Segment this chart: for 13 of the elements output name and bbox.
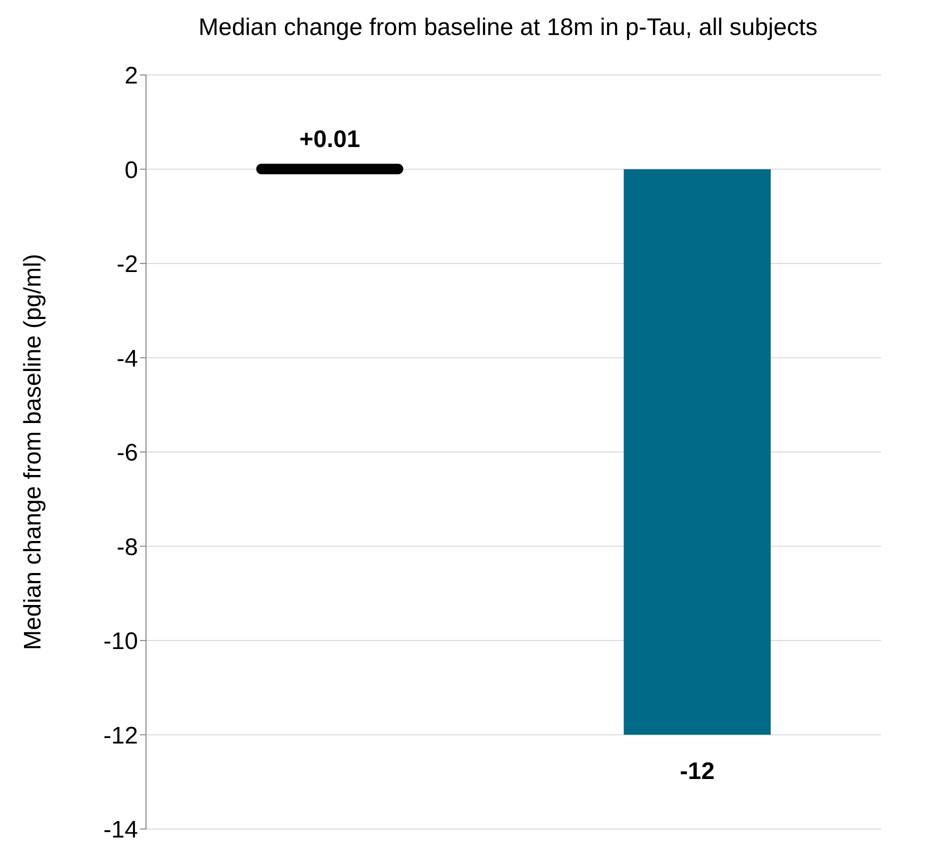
y-tick-label: -8 [116, 534, 138, 561]
y-tick-label: -2 [116, 251, 138, 278]
data-label: +0.01 [299, 126, 360, 153]
y-axis-title: Median change from baseline (pg/ml) [20, 254, 47, 650]
y-tick-label: 2 [124, 62, 138, 90]
y-tick-label: -6 [116, 440, 138, 467]
y-tick-label: 0 [124, 156, 138, 184]
y-tick-label: -12 [103, 722, 138, 750]
data-label: -12 [680, 758, 715, 785]
y-tick-label: -14 [103, 816, 138, 844]
chart-title: Median change from baseline at 18m in p-Tau, all subjects [197, 14, 818, 42]
y-tick-label: -10 [103, 628, 138, 656]
y-tick-label: -4 [116, 345, 138, 372]
